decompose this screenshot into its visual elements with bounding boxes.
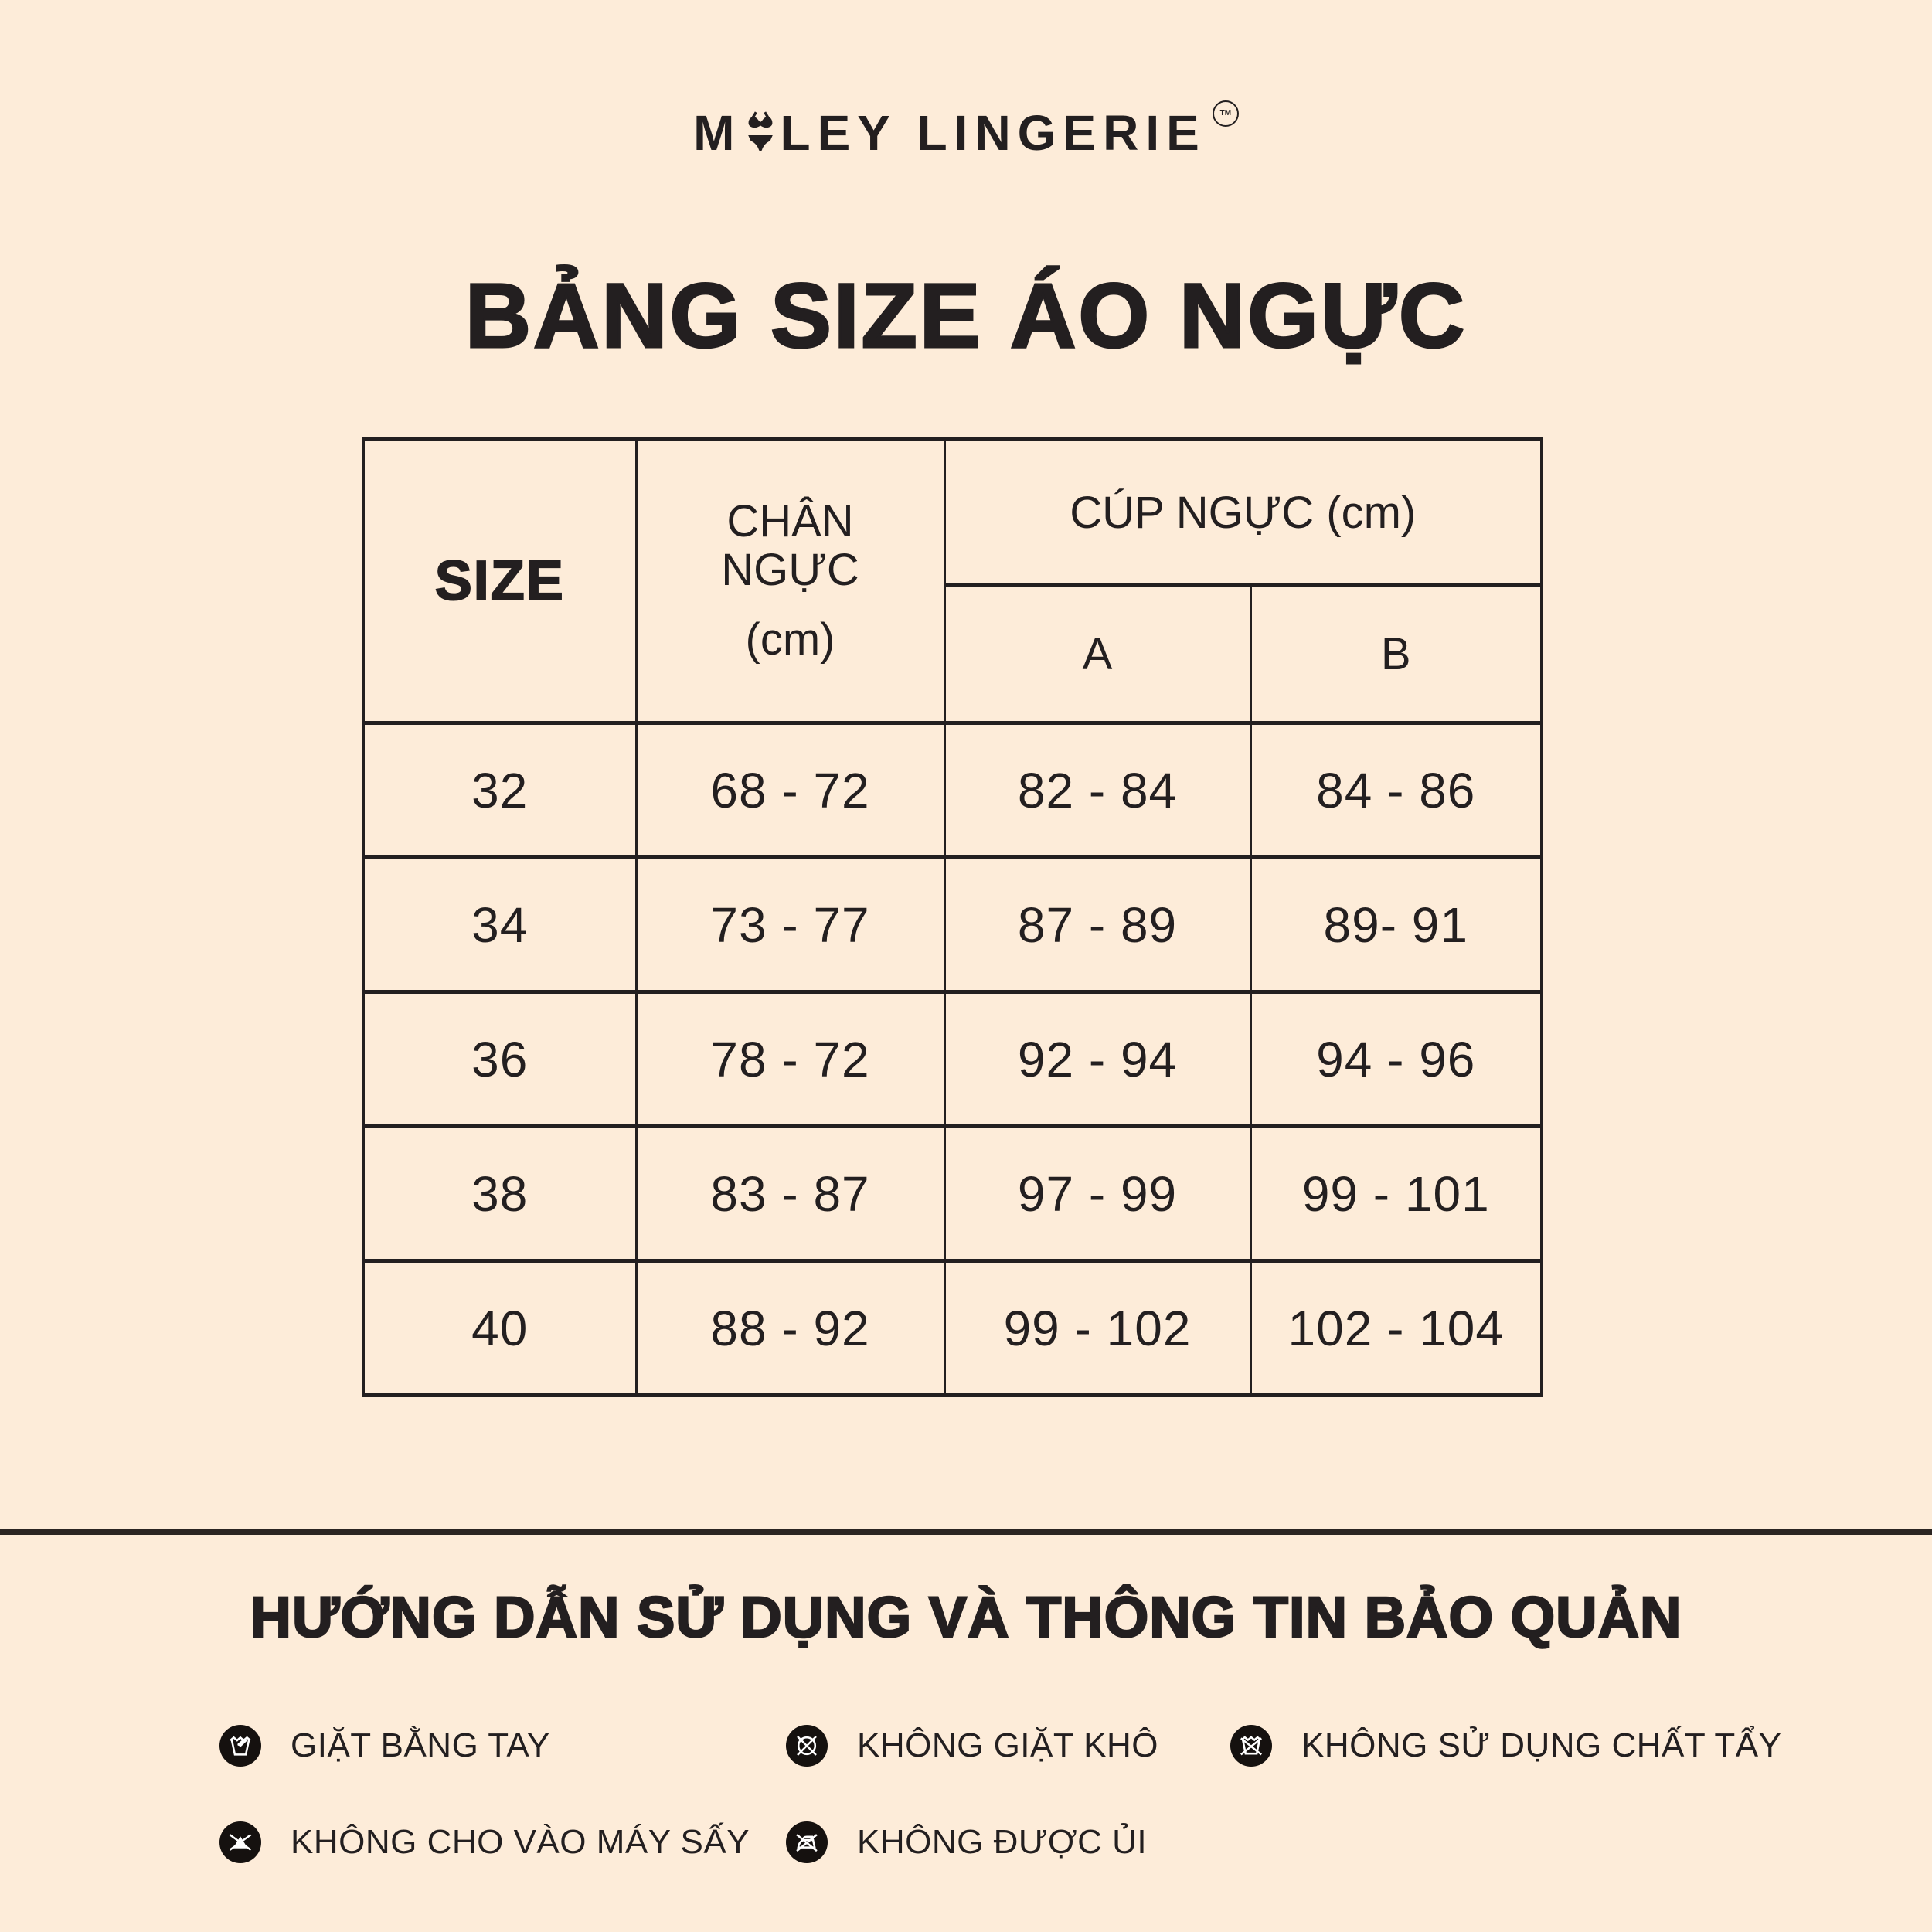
care-section-heading: HƯỚNG DẪN SỬ DỤNG VÀ THÔNG TIN BẢO QUẢN xyxy=(249,1584,1682,1651)
care-label: KHÔNG CHO VÀO MÁY SẤY xyxy=(291,1823,750,1861)
column-header-cup-b: B xyxy=(1249,583,1543,725)
cup-a-value: 82 - 84 xyxy=(943,721,1252,859)
size-table: SIZE CHÂN NGỰC (cm) CÚP NGỰC (cm) A B 32… xyxy=(362,437,1543,1397)
cup-b-value: 102 - 104 xyxy=(1249,1259,1543,1397)
care-label: GIẶT BẰNG TAY xyxy=(291,1726,550,1764)
care-item-no-tumble-dry: KHÔNG CHO VÀO MÁY SẤY xyxy=(219,1821,750,1863)
column-header-cup-nguc: CÚP NGỰC (cm) xyxy=(943,437,1543,587)
table-row: 32 68 - 72 82 - 84 84 - 86 xyxy=(362,721,1543,859)
chan-nguc-value: 73 - 77 xyxy=(634,855,946,994)
table-row: 36 78 - 72 92 - 94 94 - 96 xyxy=(362,990,1543,1128)
size-value: 32 xyxy=(362,721,638,859)
chan-nguc-value: 68 - 72 xyxy=(634,721,946,859)
no-iron-icon xyxy=(786,1821,828,1863)
cup-b-value: 89- 91 xyxy=(1249,855,1543,994)
no-tumble-dry-icon xyxy=(219,1821,261,1863)
care-item-no-dry-clean: KHÔNG GIẶT KHÔ xyxy=(786,1725,1158,1767)
column-header-chan-nguc: CHÂN NGỰC (cm) xyxy=(634,437,946,725)
logo-text-m: M xyxy=(693,105,742,161)
cup-b-value: 84 - 86 xyxy=(1249,721,1543,859)
care-label: KHÔNG ĐƯỢC ỦI xyxy=(857,1823,1148,1861)
column-header-size: SIZE xyxy=(362,437,638,725)
cup-a-value: 87 - 89 xyxy=(943,855,1252,994)
care-label: KHÔNG SỬ DỤNG CHẤT TẨY xyxy=(1301,1726,1782,1764)
table-subheader-row: A B xyxy=(363,583,1543,725)
cup-a-value: 92 - 94 xyxy=(943,990,1252,1128)
chan-nguc-line2: NGỰC xyxy=(721,544,859,595)
size-value: 36 xyxy=(362,990,638,1128)
table-header-row: SIZE CHÂN NGỰC (cm) CÚP NGỰC (cm) xyxy=(362,437,1543,725)
table-row: 40 88 - 92 99 - 102 102 - 104 xyxy=(362,1259,1543,1397)
care-item-hand-wash: GIẶT BẰNG TAY xyxy=(219,1725,550,1767)
hand-wash-icon xyxy=(219,1725,261,1767)
size-value: 38 xyxy=(362,1124,638,1263)
column-header-cup-a: A xyxy=(943,583,1252,725)
table-row: 38 83 - 87 97 - 99 99 - 101 xyxy=(362,1124,1543,1263)
brand-logo: M LEY LINGERIE TM xyxy=(0,100,1932,161)
care-item-no-iron: KHÔNG ĐƯỢC ỦI xyxy=(786,1821,1147,1863)
section-divider xyxy=(0,1529,1932,1535)
chan-nguc-value: 78 - 72 xyxy=(634,990,946,1128)
size-value: 34 xyxy=(362,855,638,994)
logo-text-rest: LEY LINGERIE xyxy=(780,105,1206,161)
chan-nguc-value: 83 - 87 xyxy=(634,1124,946,1263)
table-row: 34 73 - 77 87 - 89 89- 91 xyxy=(362,855,1543,994)
care-label: KHÔNG GIẶT KHÔ xyxy=(857,1726,1159,1764)
cup-a-value: 99 - 102 xyxy=(943,1259,1252,1397)
chan-nguc-value: 88 - 92 xyxy=(634,1259,946,1397)
no-dry-clean-icon xyxy=(786,1725,828,1767)
cup-a-value: 97 - 99 xyxy=(943,1124,1252,1263)
page-title: BẢNG SIZE ÁO NGỰC xyxy=(464,264,1468,369)
lingerie-bra-panty-icon xyxy=(743,108,778,158)
care-item-no-bleach: KHÔNG SỬ DỤNG CHẤT TẨY xyxy=(1230,1725,1781,1767)
chan-nguc-unit: (cm) xyxy=(745,614,835,665)
chan-nguc-line1: CHÂN xyxy=(726,496,854,547)
cup-b-value: 99 - 101 xyxy=(1249,1124,1543,1263)
trademark-badge: TM xyxy=(1212,100,1239,127)
size-value: 40 xyxy=(362,1259,638,1397)
cup-b-value: 94 - 96 xyxy=(1249,990,1543,1128)
no-bleach-icon xyxy=(1230,1725,1272,1767)
